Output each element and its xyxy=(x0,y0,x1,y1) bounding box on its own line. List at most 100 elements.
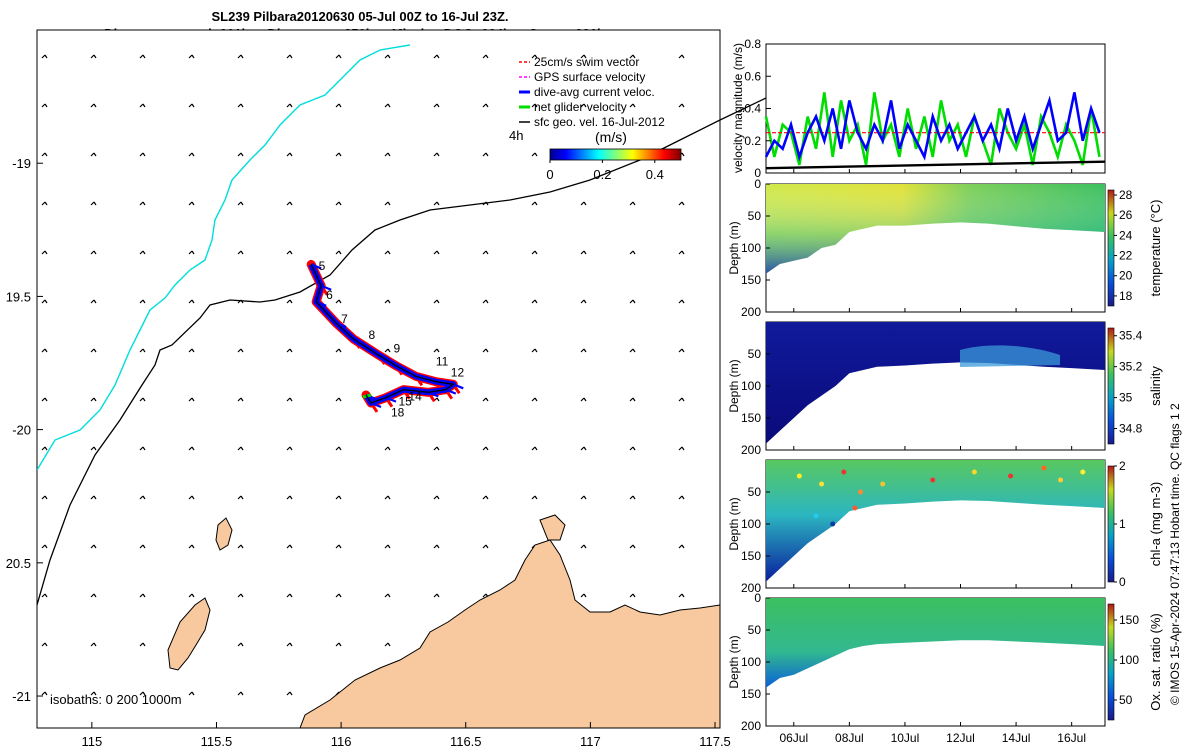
surface-vector xyxy=(678,201,685,206)
surface-vector xyxy=(433,152,440,157)
surface-vector xyxy=(629,446,636,451)
credit-text: © IMOS 15-Apr-2024 07:47:13 Hobart time.… xyxy=(1168,403,1182,705)
surface-vector xyxy=(188,250,195,255)
section-ytick-label: 200 xyxy=(741,581,761,595)
surface-vector xyxy=(335,495,342,500)
surface-vector xyxy=(531,250,538,255)
time-tick-label: 10Jul xyxy=(891,731,920,745)
surface-vector xyxy=(188,201,195,206)
surface-vector xyxy=(139,54,146,59)
surface-vector xyxy=(531,397,538,402)
surface-vector xyxy=(41,495,48,500)
surface-vector xyxy=(384,348,391,353)
surface-vector xyxy=(237,152,244,157)
surface-vector xyxy=(433,348,440,353)
surface-velocity-vectors xyxy=(41,54,685,696)
chla-field xyxy=(766,460,1105,582)
surface-vector xyxy=(335,593,342,598)
velocity-series xyxy=(765,160,1106,170)
surface-vector xyxy=(335,642,342,647)
surface-vector xyxy=(531,201,538,206)
surface-vector xyxy=(90,397,97,402)
dive-avg-vector xyxy=(315,300,327,307)
section-cbar-tick-label: 35.4 xyxy=(1119,329,1143,343)
section-ytick-label: 0 xyxy=(754,177,761,191)
surface-vector xyxy=(41,593,48,598)
velocity-y-axis: 0 0.2 0.4 0.6 0.8 xyxy=(744,37,771,180)
surface-vector xyxy=(580,299,587,304)
surface-vector xyxy=(188,348,195,353)
surface-vector xyxy=(482,446,489,451)
surface-vector xyxy=(482,54,489,59)
surface-vector xyxy=(384,103,391,108)
surface-vector xyxy=(335,299,342,304)
surface-vector xyxy=(237,691,244,696)
map-x-axis: 115 115.5 116 116.5 117 117.5 xyxy=(81,722,731,749)
surface-vector xyxy=(678,250,685,255)
peninsula xyxy=(539,514,566,541)
surface-vector xyxy=(237,103,244,108)
velocity-ytick-label: 0 xyxy=(754,166,761,180)
surface-vector xyxy=(286,544,293,549)
section-ytick-label: 50 xyxy=(748,347,762,361)
surface-vector xyxy=(678,446,685,451)
surface-vector xyxy=(90,299,97,304)
surface-vector xyxy=(580,348,587,353)
surface-vector xyxy=(188,691,195,696)
surface-vector xyxy=(580,54,587,59)
section-cbar-tick-label: 20 xyxy=(1119,269,1133,283)
section-ytick-label: 150 xyxy=(741,411,761,425)
section-ylabel: Depth (m) xyxy=(727,635,741,688)
surface-vector xyxy=(384,152,391,157)
surface-vector xyxy=(531,152,538,157)
legend-label: dive-avg current veloc. xyxy=(534,85,655,99)
section-cbar-tick-label: 150 xyxy=(1119,613,1139,627)
surface-vector xyxy=(139,348,146,353)
legend-label: GPS surface velocity xyxy=(534,70,645,84)
surface-vector xyxy=(237,593,244,598)
surface-vector xyxy=(384,250,391,255)
surface-vector xyxy=(482,250,489,255)
chla-panel: chl-a (mg m-3) xyxy=(765,459,1163,589)
chla-dot xyxy=(796,473,802,479)
surface-vector xyxy=(90,495,97,500)
map-xtick-label: 115 xyxy=(81,734,102,749)
section-cbar-tick-label: 0 xyxy=(1119,575,1126,589)
surface-vector xyxy=(384,495,391,500)
section-ylabel: Depth (m) xyxy=(727,221,741,274)
surface-vector xyxy=(580,201,587,206)
surface-vector xyxy=(90,691,97,696)
surface-vector xyxy=(482,152,489,157)
surface-vector xyxy=(433,250,440,255)
section-ytick-label: 50 xyxy=(748,485,762,499)
surface-vector xyxy=(580,593,587,598)
surface-vector xyxy=(139,446,146,451)
surface-vector xyxy=(482,495,489,500)
surface-vector xyxy=(580,446,587,451)
velocity-series xyxy=(764,92,1101,162)
section-ytick-label: 0 xyxy=(754,591,761,605)
surface-vector xyxy=(433,495,440,500)
surface-vector xyxy=(188,103,195,108)
map-ytick-label: 19.5 xyxy=(6,289,31,304)
surface-vector xyxy=(139,152,146,157)
surface-vector xyxy=(237,544,244,549)
surface-vector xyxy=(433,54,440,59)
surface-vector xyxy=(678,397,685,402)
surface-vector xyxy=(433,103,440,108)
surface-vector xyxy=(139,642,146,647)
section-cbar-tick-label: 35 xyxy=(1119,391,1133,405)
time-tick-label: 14Jul xyxy=(1002,731,1031,745)
surface-vector xyxy=(629,250,636,255)
surface-vector xyxy=(531,446,538,451)
small-island xyxy=(215,517,233,551)
surface-vector xyxy=(678,348,685,353)
chla-dot xyxy=(830,521,836,527)
surface-vector xyxy=(286,397,293,402)
surface-vector xyxy=(335,201,342,206)
dive-avg-vector xyxy=(370,401,382,408)
surface-vector xyxy=(384,544,391,549)
day-label: 11 xyxy=(436,355,449,369)
surface-vector xyxy=(384,446,391,451)
